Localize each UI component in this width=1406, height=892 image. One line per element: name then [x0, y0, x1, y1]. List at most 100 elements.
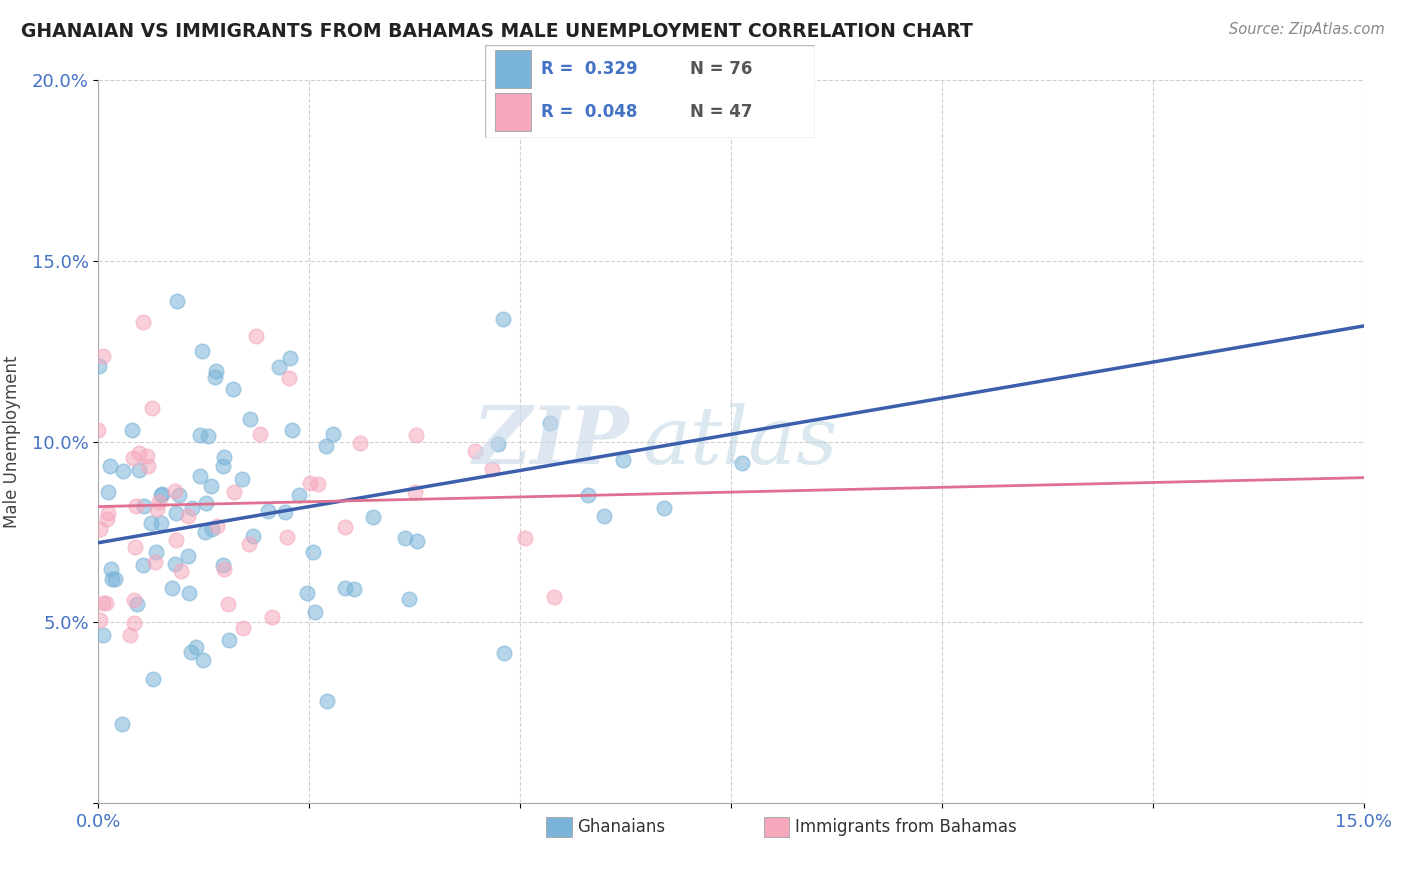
Point: [278, 351, 301, 365]
Point: [394, 531, 416, 545]
Point: [125, 499, 148, 513]
Point: [87, 359, 110, 373]
Point: [169, 488, 191, 502]
Point: [486, 437, 509, 451]
Point: [148, 494, 170, 508]
Point: [201, 522, 224, 536]
Point: [149, 516, 172, 530]
Point: [188, 427, 211, 442]
Point: [194, 525, 217, 540]
Point: [212, 458, 235, 473]
Point: [177, 508, 200, 523]
Point: [101, 572, 124, 586]
Point: [204, 370, 226, 384]
Text: ZIP: ZIP: [472, 403, 630, 480]
Point: [97, 484, 120, 499]
Point: [731, 456, 754, 470]
Point: [492, 311, 515, 326]
Point: [98, 459, 121, 474]
Point: [104, 573, 127, 587]
Point: [238, 537, 260, 551]
Point: [149, 488, 172, 502]
Point: [191, 344, 214, 359]
Point: [288, 488, 311, 502]
Point: [91, 628, 114, 642]
Point: [405, 533, 427, 548]
Point: [335, 581, 357, 595]
Point: [132, 500, 155, 514]
Point: [277, 371, 299, 385]
Point: [165, 533, 187, 548]
Point: [576, 488, 599, 502]
Point: [322, 427, 344, 442]
Point: [481, 462, 503, 476]
Point: [464, 444, 486, 458]
Point: [124, 615, 146, 630]
Point: [262, 609, 284, 624]
Point: [274, 505, 297, 519]
Point: [180, 644, 202, 658]
Text: N = 47: N = 47: [690, 103, 752, 121]
Point: [193, 653, 215, 667]
Point: [170, 564, 193, 578]
Point: [405, 427, 427, 442]
Point: [343, 582, 366, 596]
Point: [204, 364, 226, 378]
Text: Ghanaians: Ghanaians: [578, 818, 665, 836]
Point: [349, 436, 371, 450]
Point: [316, 694, 339, 708]
Point: [195, 496, 218, 510]
Point: [89, 614, 111, 628]
Point: [304, 605, 326, 619]
Point: [131, 558, 153, 573]
Point: [166, 293, 188, 308]
Point: [212, 558, 235, 572]
Point: [181, 501, 204, 516]
Point: [111, 717, 134, 731]
Point: [128, 462, 150, 476]
Point: [361, 510, 384, 524]
Point: [281, 424, 304, 438]
Point: [231, 471, 253, 485]
Point: [87, 424, 110, 438]
Point: [307, 476, 329, 491]
Point: [333, 520, 356, 534]
Point: [122, 593, 145, 607]
Point: [128, 446, 150, 460]
Point: [593, 508, 616, 523]
Point: [515, 531, 537, 545]
Point: [492, 646, 515, 660]
Point: [612, 453, 634, 467]
Point: [91, 349, 114, 363]
Point: [143, 555, 166, 569]
Point: [242, 529, 264, 543]
Point: [163, 484, 186, 499]
Point: [141, 401, 163, 416]
Text: atlas: atlas: [643, 403, 838, 480]
Point: [200, 479, 222, 493]
Point: [276, 530, 298, 544]
Point: [141, 516, 163, 530]
Point: [543, 590, 565, 604]
Point: [299, 475, 322, 490]
Point: [295, 585, 318, 599]
Point: [89, 522, 111, 536]
Point: [118, 628, 141, 642]
Point: [538, 417, 561, 431]
Point: [249, 427, 271, 442]
Point: [218, 632, 240, 647]
Point: [301, 545, 323, 559]
Point: [188, 469, 211, 483]
Point: [207, 518, 229, 533]
Bar: [495, 94, 531, 131]
Point: [269, 360, 291, 375]
Point: [91, 596, 114, 610]
Point: [184, 640, 207, 654]
Point: [166, 507, 188, 521]
Point: [100, 562, 122, 576]
Text: R =  0.048: R = 0.048: [541, 103, 637, 121]
Point: [142, 673, 165, 687]
Point: [136, 458, 159, 473]
Point: [239, 412, 262, 426]
Point: [217, 597, 239, 611]
